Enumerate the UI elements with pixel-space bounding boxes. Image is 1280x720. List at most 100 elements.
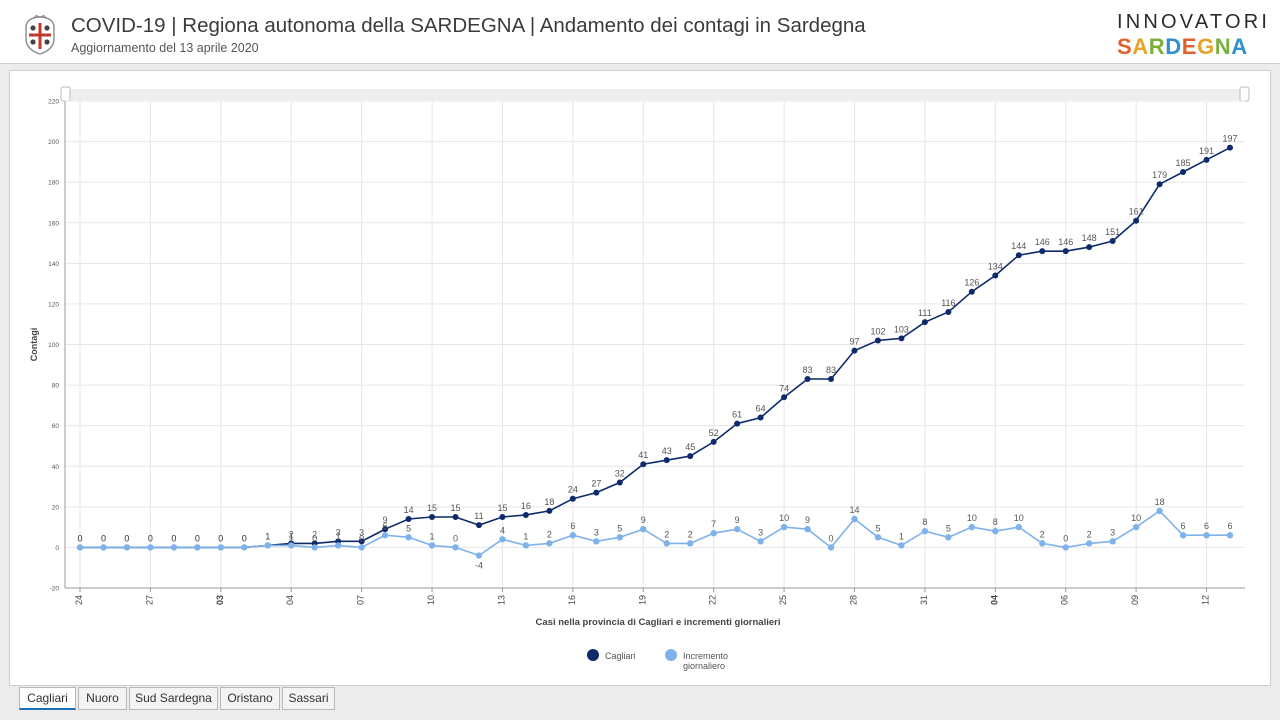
data-point[interactable] <box>358 538 365 545</box>
logo-letter: S <box>1117 34 1133 59</box>
data-point[interactable] <box>1180 169 1187 176</box>
data-point[interactable] <box>194 544 201 551</box>
tab-sud-sardegna[interactable]: Sud Sardegna <box>129 687 218 710</box>
data-point[interactable] <box>382 526 389 533</box>
data-point[interactable] <box>804 375 811 382</box>
data-point[interactable] <box>499 513 506 520</box>
data-point[interactable] <box>968 523 976 531</box>
data-point[interactable] <box>1132 523 1140 531</box>
data-point[interactable] <box>381 532 389 539</box>
data-point[interactable] <box>1203 156 1210 163</box>
data-point[interactable] <box>428 542 436 549</box>
data-point[interactable] <box>874 534 882 541</box>
data-point[interactable] <box>921 319 928 326</box>
data-point[interactable] <box>311 544 318 551</box>
data-point[interactable] <box>968 288 975 295</box>
data-point[interactable] <box>522 511 529 518</box>
data-point[interactable] <box>123 544 131 551</box>
data-point[interactable] <box>921 527 929 535</box>
data-point[interactable] <box>241 544 248 551</box>
data-point[interactable] <box>640 525 647 533</box>
tab-nuoro[interactable]: Nuoro <box>78 687 127 710</box>
tab-sassari[interactable]: Sassari <box>282 687 335 710</box>
data-point[interactable] <box>898 542 905 549</box>
data-point[interactable] <box>616 534 623 541</box>
data-label: 74 <box>779 383 789 393</box>
data-point[interactable] <box>475 522 482 529</box>
data-point[interactable] <box>1203 532 1210 539</box>
data-point[interactable] <box>217 544 225 551</box>
data-point[interactable] <box>734 420 741 427</box>
data-point[interactable] <box>452 513 459 520</box>
data-point[interactable] <box>663 457 670 464</box>
data-point[interactable] <box>546 507 553 514</box>
data-point[interactable] <box>781 394 788 401</box>
data-point[interactable] <box>1039 248 1046 255</box>
data-point[interactable] <box>733 525 741 533</box>
data-point[interactable] <box>828 375 835 382</box>
data-point[interactable] <box>405 516 412 523</box>
data-point[interactable] <box>780 523 788 531</box>
data-point[interactable] <box>334 542 342 549</box>
data-point[interactable] <box>288 542 295 549</box>
data-point[interactable] <box>1086 244 1093 251</box>
data-point[interactable] <box>76 544 84 551</box>
data-point[interactable] <box>1179 532 1187 539</box>
data-point[interactable] <box>1085 540 1093 547</box>
data-point[interactable] <box>1062 248 1069 255</box>
legend-marker-cagliari[interactable] <box>587 649 599 661</box>
range-handle-right[interactable] <box>1239 86 1250 102</box>
data-point[interactable] <box>499 536 506 543</box>
data-point[interactable] <box>827 544 835 551</box>
data-point[interactable] <box>804 525 811 533</box>
data-point[interactable] <box>264 542 271 549</box>
data-point[interactable] <box>429 513 436 520</box>
data-point[interactable] <box>874 337 881 344</box>
data-point[interactable] <box>945 534 952 541</box>
data-point[interactable] <box>522 542 530 549</box>
data-point[interactable] <box>475 552 483 559</box>
data-point[interactable] <box>1156 507 1163 515</box>
data-point[interactable] <box>358 544 365 551</box>
data-point[interactable] <box>569 495 576 502</box>
data-point[interactable] <box>405 534 412 541</box>
data-point[interactable] <box>710 530 717 537</box>
data-point[interactable] <box>1226 532 1234 539</box>
data-point[interactable] <box>992 527 999 535</box>
range-scrollbar[interactable] <box>66 89 1244 100</box>
data-point[interactable] <box>992 272 999 279</box>
data-point[interactable] <box>1039 540 1046 547</box>
data-point[interactable] <box>1015 523 1022 531</box>
data-point[interactable] <box>851 515 858 523</box>
data-point[interactable] <box>546 540 553 547</box>
tab-oristano[interactable]: Oristano <box>220 687 280 710</box>
data-point[interactable] <box>663 540 670 547</box>
data-point[interactable] <box>147 544 154 551</box>
data-point[interactable] <box>757 538 764 545</box>
data-point[interactable] <box>1156 181 1163 188</box>
data-point[interactable] <box>687 453 694 460</box>
data-point[interactable] <box>100 544 107 551</box>
data-point[interactable] <box>710 438 717 445</box>
data-point[interactable] <box>1109 238 1116 245</box>
data-point[interactable] <box>1109 538 1116 545</box>
data-point[interactable] <box>1133 217 1140 224</box>
data-point[interactable] <box>898 335 905 342</box>
data-point[interactable] <box>640 461 647 468</box>
data-point[interactable] <box>593 538 600 545</box>
tab-cagliari[interactable]: Cagliari <box>19 687 76 710</box>
data-point[interactable] <box>757 414 764 421</box>
data-point[interactable] <box>687 540 694 547</box>
data-point[interactable] <box>1015 252 1022 259</box>
range-handle-left[interactable] <box>60 86 71 102</box>
data-point[interactable] <box>593 489 600 496</box>
data-point[interactable] <box>945 309 952 316</box>
data-point[interactable] <box>569 532 577 539</box>
data-point[interactable] <box>616 479 623 486</box>
data-point[interactable] <box>452 544 459 551</box>
data-point[interactable] <box>1062 544 1069 551</box>
data-point[interactable] <box>170 544 178 551</box>
legend-marker-incremento[interactable] <box>665 649 677 661</box>
data-point[interactable] <box>851 347 858 354</box>
data-point[interactable] <box>1227 144 1233 151</box>
